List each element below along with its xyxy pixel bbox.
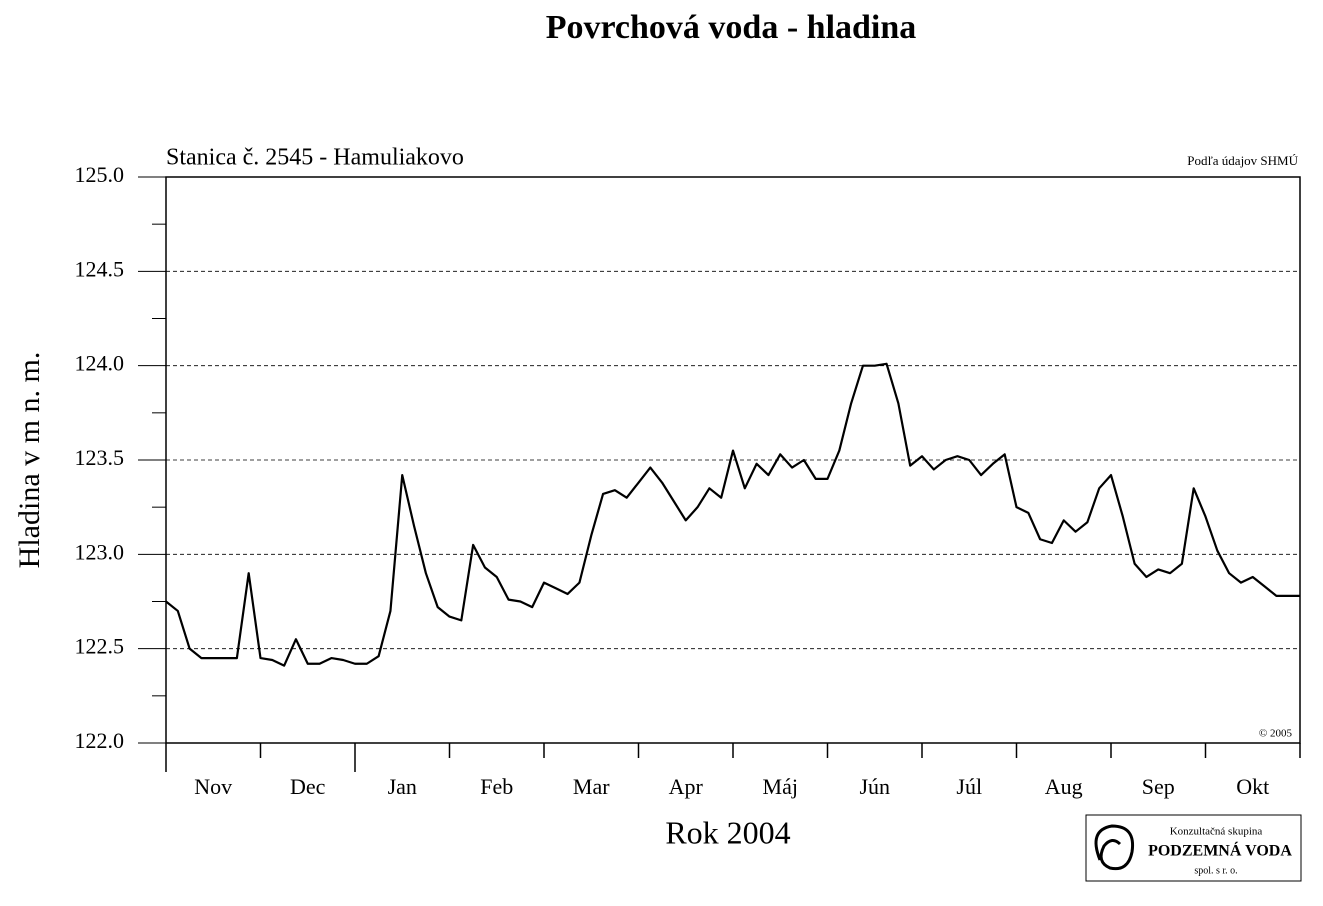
x-tick-label: Dec xyxy=(290,774,326,799)
copyright: © 2005 xyxy=(1259,728,1293,740)
y-tick-label: 124.5 xyxy=(75,256,125,281)
logo: Konzultačná skupina PODZEMNÁ VODA spol. … xyxy=(1085,814,1302,882)
source: Podľa údajov SHMÚ xyxy=(1187,153,1298,168)
logo-text: Konzultačná skupina xyxy=(1170,826,1263,838)
y-tick-label: 125.0 xyxy=(75,162,125,187)
x-tick-label: Sep xyxy=(1142,774,1175,799)
y-tick-label: 122.0 xyxy=(75,728,125,753)
x-tick-label: Mar xyxy=(573,774,610,799)
x-tick-label: Feb xyxy=(480,774,513,799)
data-line xyxy=(165,362,1300,667)
logo-box xyxy=(1085,814,1302,882)
x-tick-label: Máj xyxy=(763,774,798,799)
y-tick-label: 122.5 xyxy=(75,634,125,659)
x-axis-label: Rok 2004 xyxy=(665,814,790,850)
y-tick-label: 124.0 xyxy=(75,351,125,376)
y-tick-label: 123.5 xyxy=(75,445,125,470)
subtitle: Stanica č. 2545 - Hamuliakovo xyxy=(166,145,464,171)
x-tick-label: Apr xyxy=(669,774,704,799)
logo-text: spol. s r. o. xyxy=(1194,865,1237,876)
x-tick-label: Aug xyxy=(1045,774,1083,799)
x-tick-label: Jún xyxy=(859,774,890,799)
x-tick-label: Okt xyxy=(1236,774,1269,799)
x-tick-label: Jan xyxy=(388,774,417,799)
x-tick-label: Júl xyxy=(956,774,982,799)
logo-icon xyxy=(1094,824,1135,871)
chart-title: Povrchová voda - hladina xyxy=(546,9,917,46)
y-tick-label: 123.0 xyxy=(75,539,125,564)
x-tick-label: Nov xyxy=(194,774,232,799)
logo-text: PODZEMNÁ VODA xyxy=(1148,841,1292,860)
y-axis-label: Hladina v m n. m. xyxy=(13,352,46,569)
